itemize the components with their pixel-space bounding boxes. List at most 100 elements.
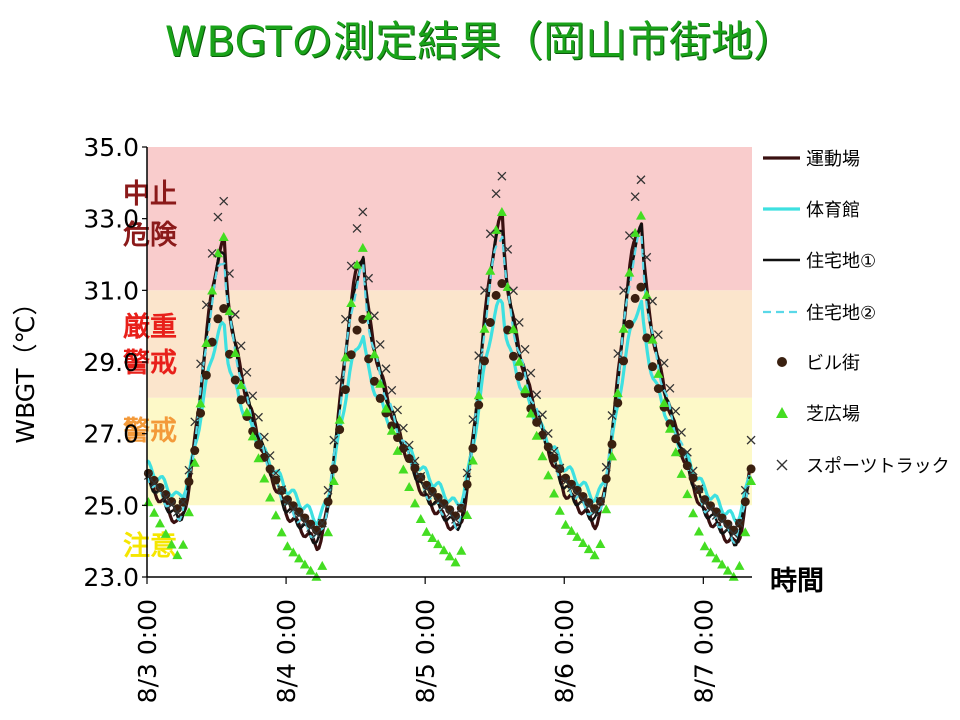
point-5-39 [369,349,380,359]
point-6-58 [480,286,489,295]
point-4-86 [642,333,652,343]
point-5-75 [578,538,589,548]
point-5-93 [682,489,693,499]
point-5-10 [201,338,212,348]
point-5-61 [496,207,507,217]
point-5-54 [456,545,467,555]
point-5-83 [624,267,635,277]
point-6-93 [682,447,692,457]
legend-item-3: 住宅地② [763,303,876,324]
y-tick-label-4: 31.0 [83,276,139,305]
point-4-84 [630,293,640,303]
point-5-74 [572,531,583,541]
point-6-14 [225,269,234,279]
zone-label-1-0: 厳重 [123,311,177,343]
point-6-41 [381,364,391,374]
point-4-81 [613,398,623,408]
point-6-79 [601,462,611,472]
point-5-92 [676,468,687,478]
legend-item-2: 住宅地① [763,251,876,272]
point-5-65 [520,384,531,394]
point-6-94 [688,466,698,476]
point-5-25 [288,547,299,557]
point-5-33 [334,414,345,424]
point-5-13 [218,232,229,242]
point-6-33 [335,375,345,385]
point-5-72 [560,519,571,529]
point-4-3 [161,490,171,500]
point-6-78 [595,496,605,506]
point-4-10 [201,370,211,380]
point-6-11 [207,248,217,258]
point-5-45 [404,481,415,491]
point-6-47 [416,471,426,481]
point-4-56 [468,443,478,453]
point-4-69 [543,442,553,452]
point-4-32 [329,464,339,474]
point-6-53 [451,514,460,524]
point-5-58 [479,323,490,333]
point-5-19 [253,453,264,463]
point-6-18 [248,391,258,401]
point-5-94 [688,508,699,518]
point-6-66 [526,368,536,378]
point-6-15 [230,310,240,319]
point-5-18 [247,431,258,441]
point-4-103 [740,497,750,507]
point-4-7 [184,477,194,487]
point-6-4 [167,500,177,510]
point-6-82 [619,286,629,295]
point-5-79 [601,504,612,514]
point-6-42 [387,385,397,395]
point-5-26 [294,553,305,563]
point-4-39 [369,376,379,386]
point-6-3 [161,493,171,503]
point-6-55 [462,468,472,478]
point-5-24 [282,541,293,551]
point-4-55 [462,479,472,489]
point-5-57 [473,390,484,400]
point-4-0 [143,468,153,478]
x-tick-label-2: 8/5 0:00 [411,599,440,703]
point-5-48 [421,526,432,536]
point-6-37 [358,207,368,217]
point-5-20 [259,473,270,483]
axes: 23.0 25.0 27.0 29.0 31.0 33.0 35.0 8/3 0:00 8/4 … [11,133,824,703]
y-tick-label-2: 27.0 [83,420,139,449]
point-4-45 [404,454,414,464]
point-6-56 [468,415,478,425]
zone-label-1-1: 警戒 [123,348,177,379]
legend-label-0: 運動場 [806,149,860,170]
point-6-91 [671,406,681,416]
point-6-7 [184,465,194,475]
point-6-68 [537,410,547,420]
point-5-3 [160,528,171,538]
point-4-19 [253,440,263,450]
point-4-4 [167,497,177,507]
point-5-80 [606,451,617,461]
point-5-87 [647,334,658,344]
legend-label-5: 芝広場 [806,404,860,425]
point-4-1 [149,475,159,485]
series-6 [143,171,756,539]
point-6-65 [520,344,530,354]
point-5-15 [230,348,241,358]
point-6-104 [746,435,756,445]
point-5-46 [409,498,420,508]
point-4-33 [335,425,345,435]
point-5-55 [462,510,473,520]
point-5-5 [172,550,183,560]
point-5-95 [693,526,704,536]
point-6-70 [549,446,559,456]
point-5-60 [491,224,502,234]
point-5-56 [467,455,478,465]
point-4-57 [474,400,484,410]
point-6-21 [265,451,275,461]
y-axis-label: WBGT（℃） [11,290,40,443]
point-5-82 [618,323,629,333]
point-6-38 [364,273,374,283]
point-5-27 [299,559,310,569]
point-5-102 [734,560,745,570]
legend-swatch-6 [776,459,788,471]
